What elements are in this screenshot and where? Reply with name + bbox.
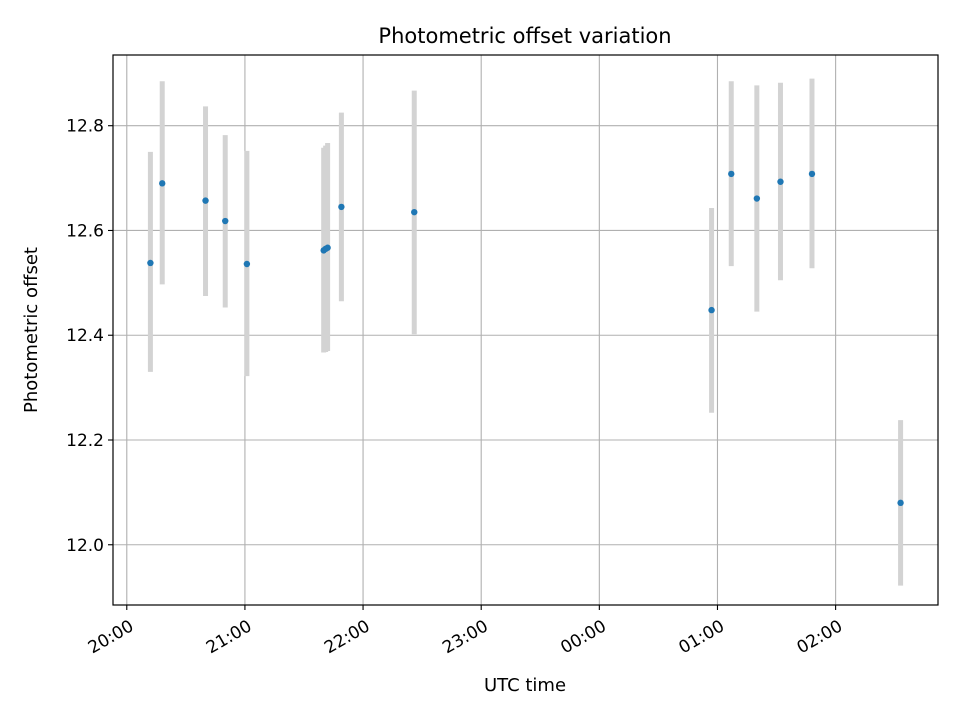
plot-frame [112, 54, 939, 606]
y-axis-label: Photometric offset [21, 247, 42, 413]
data-point [808, 170, 816, 178]
data-points [147, 170, 904, 507]
x-axis-ticks: 20:00 21:00 22:00 23:00 00:00 01:00 02:00 [85, 605, 846, 658]
x-axis-label: UTC time [484, 675, 566, 696]
data-point [897, 499, 904, 507]
y-tick-label: 12.8 [66, 117, 104, 137]
x-tick-label: 02:00 [794, 616, 846, 658]
x-tick-label: 01:00 [676, 616, 728, 658]
data-point [159, 180, 166, 187]
x-tick-label: 20:00 [85, 616, 137, 658]
data-point [338, 203, 345, 211]
y-axis-ticks: 12.0 12.2 12.4 12.6 12.8 [66, 117, 113, 556]
x-tick-label: 23:00 [439, 616, 491, 658]
x-tick-label: 21:00 [203, 616, 255, 658]
grid [113, 55, 938, 605]
data-point [411, 208, 418, 216]
data-point [777, 178, 784, 185]
data-point [728, 170, 735, 178]
y-tick-label: 12.2 [66, 431, 104, 451]
x-tick-label: 22:00 [321, 616, 373, 658]
data-point [708, 306, 715, 314]
data-point [147, 259, 154, 267]
chart-title: Photometric offset variation [378, 24, 671, 48]
y-tick-label: 12.6 [66, 221, 104, 241]
data-point [324, 244, 331, 251]
y-tick-label: 12.4 [66, 326, 104, 346]
data-point [243, 260, 251, 268]
error-bars [147, 78, 904, 586]
data-point [753, 195, 761, 202]
data-point [222, 217, 229, 225]
y-tick-label: 12.0 [66, 536, 104, 556]
x-tick-label: 00:00 [557, 616, 609, 658]
data-point [202, 197, 209, 204]
